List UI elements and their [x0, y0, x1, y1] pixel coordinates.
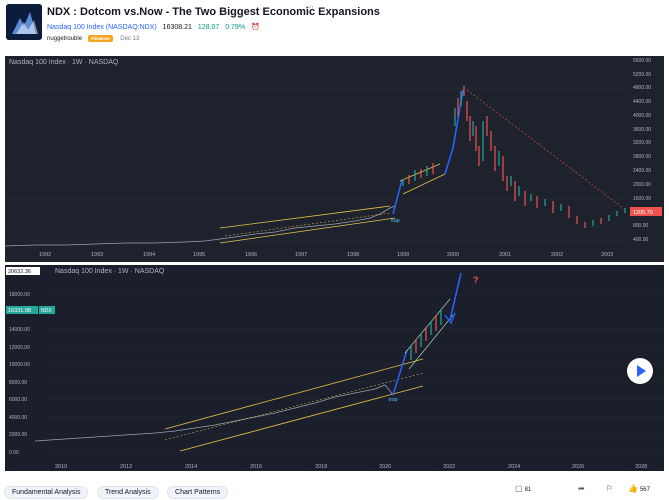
- tag-list: Fundamental Analysis Trend Analysis Char…: [4, 481, 232, 499]
- x-tick: 2020: [379, 464, 391, 470]
- bookmark-button[interactable]: ⚐: [606, 484, 615, 493]
- x-tick: 1993: [91, 252, 103, 258]
- play-icon: [637, 365, 646, 377]
- x-tick: 2016: [250, 464, 262, 470]
- y-tick: 800.00: [633, 223, 649, 229]
- x-tick: 1997: [295, 252, 307, 258]
- channel-lower: [219, 217, 396, 244]
- x-tick: 2002: [551, 252, 563, 258]
- y-tick: 4000.00: [9, 415, 27, 421]
- tag-fundamental-analysis[interactable]: Fundamental Analysis: [4, 486, 89, 499]
- y-tick: 4000.00: [633, 113, 651, 119]
- y-tick: 5600.00: [633, 58, 651, 64]
- y-tick: 12000.00: [9, 345, 30, 351]
- dotcom-chart[interactable]: trap: [5, 56, 664, 262]
- trap-label: trap: [391, 218, 400, 224]
- top-price-tag: [6, 267, 40, 275]
- comments-button[interactable]: ▢ 81: [515, 484, 531, 493]
- premium-badge: PREMIUM: [87, 35, 113, 42]
- idea-header: NDX : Dotcom vs.Now - The Two Biggest Ec…: [0, 0, 669, 55]
- ndx-tag: [39, 306, 55, 314]
- x-tick: 1998: [347, 252, 359, 258]
- play-button[interactable]: [627, 358, 653, 384]
- question-mark: ?: [473, 275, 479, 285]
- chart2-symbol-label: Nasdaq 100 Index · 1W · NASDAQ: [55, 268, 165, 275]
- x-tick: 1999: [397, 252, 409, 258]
- x-tick: 1994: [143, 252, 155, 258]
- x-tick: 2026: [572, 464, 584, 470]
- now-chart-canvas: trap ? 2010 2012 2014 2016 2018 2020 202…: [6, 267, 664, 470]
- top-price-tag-label: 20632.36: [8, 269, 31, 275]
- price-tag-label: 1205.75: [633, 210, 653, 216]
- comment-icon: ▢: [515, 484, 523, 493]
- symbol-price: 16308.21: [162, 24, 192, 31]
- y-tick: 8000.00: [9, 380, 27, 386]
- x-tick: 1995: [193, 252, 205, 258]
- x-tick: 2010: [55, 464, 67, 470]
- x-tick: 1996: [245, 252, 257, 258]
- trap-arrow: [392, 179, 403, 215]
- bookmark-icon: ⚐: [606, 484, 614, 493]
- symbol-row: Nasdaq 100 Index (NASDAQ:NDX) 16308.21 1…: [47, 23, 260, 31]
- symbol-change-pct: 0.79%: [225, 24, 246, 31]
- share-button[interactable]: ➦: [578, 484, 587, 493]
- y-tick: 2000.00: [9, 432, 27, 438]
- y-tick: 2800.00: [633, 154, 651, 160]
- x-tick: 2001: [499, 252, 511, 258]
- trap-label-2: trap: [389, 397, 398, 403]
- ndx-tag-label: NDX: [41, 308, 52, 314]
- avatar-image: [6, 4, 42, 40]
- y-tick: 4800.00: [633, 85, 651, 91]
- y-tick: 4400.00: [633, 99, 651, 105]
- like-button[interactable]: 👍 567: [628, 484, 650, 493]
- comments-count: 81: [524, 487, 532, 493]
- boost-icon[interactable]: ♡: [305, 5, 314, 16]
- x-tick: 2024: [508, 464, 520, 470]
- y-tick: 0.00: [9, 450, 19, 456]
- x-tick: 1992: [39, 252, 51, 258]
- y-tick: 3200.00: [633, 140, 651, 146]
- now-chart[interactable]: trap ? 2010 2012 2014 2016 2018 2020 202…: [5, 265, 664, 471]
- symbol-link[interactable]: Nasdaq 100 Index (NASDAQ:NDX): [47, 24, 157, 31]
- author-row: nuggetrouble PREMIUM Dec 13: [47, 35, 139, 42]
- tag-trend-analysis[interactable]: Trend Analysis: [96, 486, 159, 499]
- share-icon: ➦: [578, 484, 585, 493]
- y-tick: 14000.00: [9, 327, 30, 333]
- symbol-change: 128.07: [197, 24, 220, 31]
- publish-date: Dec 13: [120, 36, 140, 43]
- y-tick: 3600.00: [633, 127, 651, 133]
- dotcom-chart-canvas: trap: [5, 58, 662, 258]
- price-tag-2: [6, 306, 38, 314]
- y-tick: 6000.00: [9, 397, 27, 403]
- y-tick: 18000.00: [9, 292, 30, 298]
- y-tick: 400.00: [633, 237, 649, 243]
- y-tick: 2400.00: [633, 168, 651, 174]
- price-tag-2-label: 16331.98: [8, 308, 31, 314]
- x-tick: 2012: [120, 464, 132, 470]
- y-tick: 5200.00: [633, 72, 651, 78]
- channel-upper: [219, 205, 391, 229]
- likes-count: 567: [639, 487, 650, 493]
- tag-chart-patterns[interactable]: Chart Patterns: [167, 486, 229, 499]
- idea-title: NDX : Dotcom vs.Now - The Two Biggest Ec…: [47, 6, 380, 18]
- chart1-symbol-label: Nasdaq 100 Index · 1W · NASDAQ: [9, 59, 119, 66]
- author-avatar[interactable]: [6, 4, 42, 40]
- alarm-clock-icon[interactable]: ⏰: [251, 24, 260, 31]
- x-tick: 2000: [447, 252, 459, 258]
- x-tick: 2018: [315, 464, 327, 470]
- x-tick: 2014: [185, 464, 197, 470]
- x-tick: 2028: [635, 464, 647, 470]
- y-tick: 1600.00: [633, 196, 651, 202]
- price-tag: [630, 207, 662, 216]
- y-tick: 10000.00: [9, 362, 30, 368]
- x-tick: 2003: [601, 252, 613, 258]
- author-name[interactable]: nuggetrouble: [47, 36, 83, 43]
- y-tick: 2000.00: [633, 182, 651, 188]
- x-tick: 2022: [443, 464, 455, 470]
- thumbs-up-icon: 👍: [628, 484, 638, 493]
